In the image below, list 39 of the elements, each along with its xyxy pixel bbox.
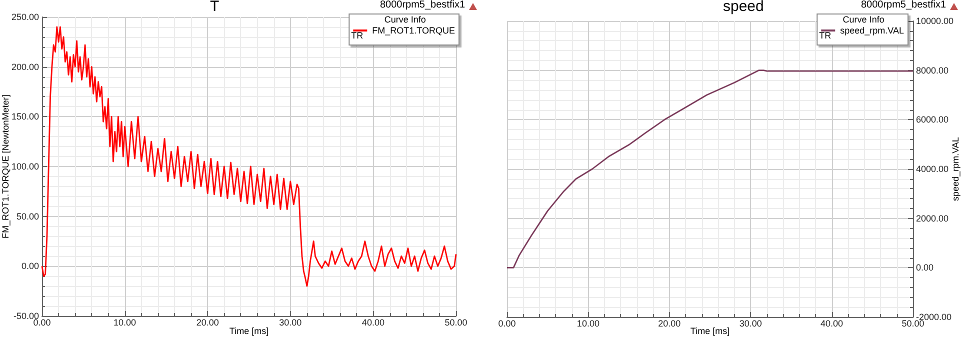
- y-axis-title: FM_ROT1.TORQUE [NewtonMeter]: [0, 94, 10, 238]
- y-tick-label: 0.00: [21, 261, 39, 272]
- x-tick-label: 40.00: [362, 318, 384, 328]
- chart-title: T: [210, 0, 220, 15]
- chart-subtitle: 8000rpm5_bestfix1: [860, 0, 946, 10]
- y-tick-label: 4000.00: [916, 164, 949, 174]
- y-tick-label: 150.00: [11, 112, 39, 122]
- y-tick-label: 0.00: [916, 262, 934, 273]
- y-tick-label: 50.00: [16, 211, 39, 222]
- annotation: TR: [351, 30, 364, 40]
- legend-label: speed_rpm.VAL: [840, 26, 904, 36]
- x-tick-label: 10.00: [114, 318, 136, 328]
- line-series: [506, 70, 914, 268]
- y-tick-label: 8000.00: [916, 65, 949, 76]
- y-tick-label: 6000.00: [916, 114, 949, 125]
- legend-label: FM_ROT1.TORQUE: [372, 26, 455, 36]
- y-tick-label: 100.00: [11, 162, 39, 172]
- y-tick-label: 250.00: [11, 12, 39, 22]
- x-tick-label: 50.00: [444, 318, 468, 328]
- x-tick-label: 20.00: [196, 318, 219, 328]
- x-tick-label: 40.00: [820, 318, 844, 328]
- annotation: TR: [819, 30, 832, 40]
- line-series: [41, 26, 457, 287]
- x-tick-label: 20.00: [658, 318, 681, 328]
- y-tick-label: 10000.00: [916, 16, 954, 26]
- x-tick-label: 30.00: [279, 318, 302, 328]
- x-tick-label: 50.00: [902, 318, 924, 328]
- legend-title: Curve Info: [842, 14, 884, 24]
- x-tick-label: 10.00: [576, 318, 600, 328]
- y-tick-label: 200.00: [11, 62, 39, 72]
- x-axis-title: Time [ms]: [229, 326, 269, 336]
- chart-subtitle: 8000rpm5_bestfix1: [380, 0, 466, 10]
- x-tick-label: 30.00: [739, 318, 762, 328]
- x-tick-label: 0.00: [498, 318, 516, 328]
- y-axis-title: speed_rpm.VAL: [950, 137, 960, 201]
- chart-title: speed: [723, 0, 764, 15]
- x-axis-title: Time [ms]: [690, 326, 730, 336]
- legend-title: Curve Info: [384, 14, 426, 24]
- y-tick-label: 2000.00: [916, 213, 949, 224]
